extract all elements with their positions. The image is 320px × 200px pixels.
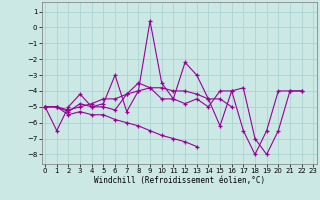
- X-axis label: Windchill (Refroidissement éolien,°C): Windchill (Refroidissement éolien,°C): [94, 176, 265, 185]
